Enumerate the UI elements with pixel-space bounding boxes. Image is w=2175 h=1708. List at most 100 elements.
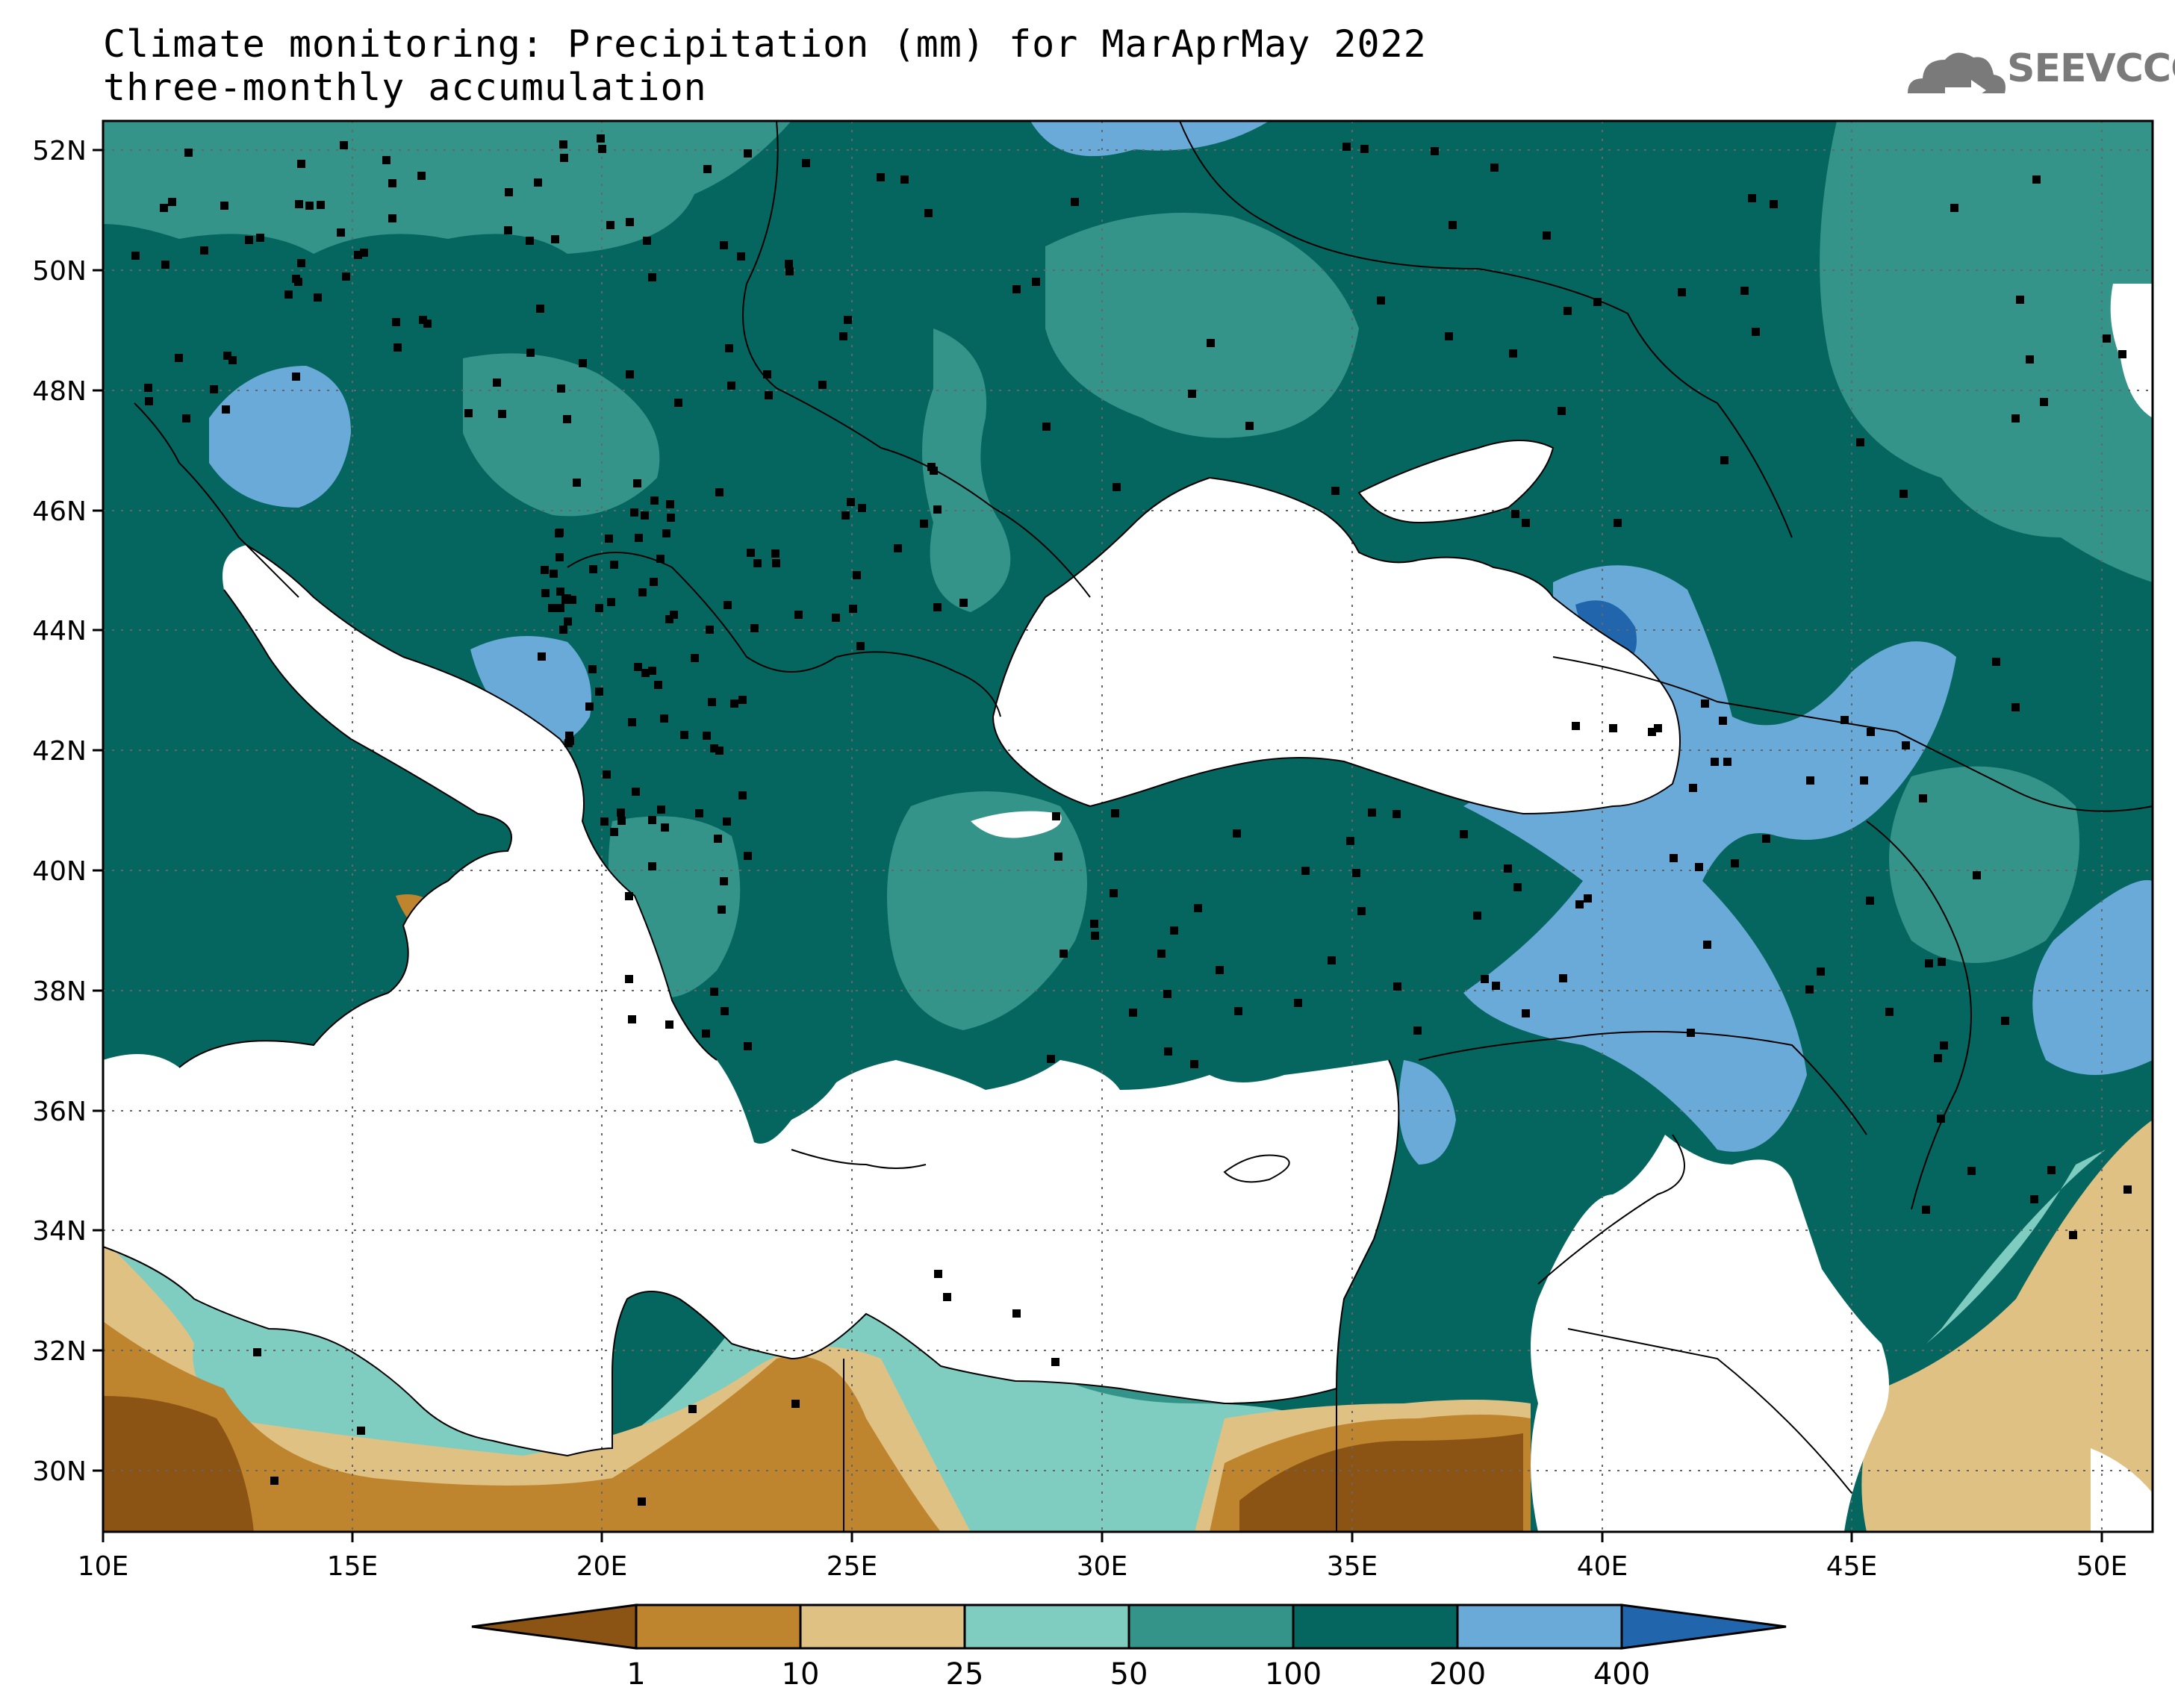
station-marker — [933, 603, 942, 611]
station-marker — [744, 1042, 752, 1050]
station-marker — [556, 604, 564, 612]
station-marker — [161, 261, 169, 269]
station-marker — [1047, 1055, 1055, 1063]
station-marker — [853, 571, 861, 579]
sea-marmara — [971, 811, 1062, 838]
lat-tick-label: 36N — [32, 1097, 87, 1127]
coastlines — [102, 440, 1681, 1457]
lon-tick-label: 30E — [1077, 1551, 1128, 1582]
station-marker — [559, 140, 567, 149]
station-marker — [564, 617, 572, 626]
station-marker — [1504, 864, 1512, 873]
station-marker — [1091, 932, 1099, 940]
station-marker — [1163, 990, 1171, 998]
station-marker — [360, 249, 368, 257]
station-marker — [160, 204, 168, 212]
station-marker — [284, 290, 293, 299]
station-marker — [670, 611, 678, 619]
station-marker — [595, 688, 603, 696]
station-marker — [661, 823, 669, 832]
station-marker — [1593, 298, 1602, 306]
station-marker — [1678, 288, 1686, 296]
field-50-100-east — [1820, 121, 2153, 582]
station-marker — [750, 624, 759, 632]
station-marker — [660, 714, 668, 723]
station-marker — [1856, 438, 1864, 446]
station-marker — [573, 479, 581, 487]
station-marker — [222, 405, 230, 414]
station-marker — [1919, 794, 1927, 802]
station-marker — [715, 747, 724, 755]
station-marker — [579, 359, 587, 367]
station-marker — [337, 228, 345, 237]
station-marker — [597, 134, 605, 143]
station-marker — [628, 718, 636, 726]
station-marker — [556, 553, 564, 561]
station-marker — [245, 236, 253, 244]
station-marker — [1060, 950, 1068, 958]
logo-text: SEEVCCC — [2007, 46, 2175, 91]
station-marker — [747, 549, 755, 557]
station-marker — [930, 467, 938, 475]
field-200-400-belarus — [1030, 121, 1269, 157]
station-marker — [1925, 959, 1933, 967]
station-marker — [1360, 145, 1369, 153]
station-marker — [763, 370, 771, 378]
station-marker — [2069, 1231, 2077, 1239]
station-marker — [388, 179, 396, 187]
station-marker — [2118, 350, 2126, 358]
station-markers — [131, 134, 2132, 1506]
station-marker — [585, 702, 594, 711]
station-marker — [588, 665, 597, 673]
station-marker — [538, 652, 546, 661]
field-50-100-north — [103, 121, 791, 254]
lat-tick-label: 38N — [32, 976, 87, 1007]
station-marker — [1762, 835, 1770, 843]
station-marker — [292, 373, 300, 381]
colorbar-swatch-1-10 — [635, 1603, 802, 1650]
station-marker — [382, 156, 390, 164]
colorbar — [471, 1603, 1787, 1650]
lat-tick-label: 40N — [32, 856, 87, 887]
station-marker — [1157, 950, 1166, 958]
station-marker — [589, 565, 597, 573]
station-marker — [1481, 975, 1489, 983]
station-marker — [1113, 483, 1121, 491]
sea-black-sea — [993, 478, 1680, 814]
field-lt1-libya — [103, 1396, 254, 1532]
station-marker — [638, 1497, 646, 1506]
field-50-100-romania — [922, 328, 1011, 612]
station-marker — [357, 1427, 365, 1435]
station-marker — [182, 414, 190, 423]
station-marker — [1111, 809, 1119, 817]
station-marker — [643, 237, 651, 245]
field-200-400-balkan — [470, 636, 591, 744]
station-marker — [1701, 699, 1709, 708]
station-marker — [648, 667, 656, 675]
station-marker — [725, 344, 733, 352]
station-marker — [703, 165, 712, 173]
station-marker — [314, 293, 322, 302]
station-marker — [656, 555, 665, 563]
colorbar-label: 10 — [782, 1657, 820, 1692]
station-marker — [657, 805, 665, 814]
station-marker — [1563, 307, 1572, 315]
colorbar-swatch-25-50 — [963, 1603, 1130, 1650]
station-marker — [1558, 407, 1566, 415]
country-borders — [134, 120, 2153, 1532]
station-marker — [632, 788, 640, 796]
station-marker — [317, 201, 325, 209]
station-marker — [724, 601, 732, 609]
station-marker — [1522, 519, 1530, 527]
lon-tick-label: 40E — [1577, 1551, 1628, 1582]
station-marker — [772, 559, 780, 567]
station-marker — [688, 1405, 697, 1413]
station-marker — [667, 514, 675, 522]
station-marker — [900, 175, 909, 184]
station-marker — [691, 654, 699, 662]
station-marker — [818, 381, 827, 389]
colorbar-label: 400 — [1593, 1657, 1650, 1692]
station-marker — [1294, 999, 1302, 1007]
station-marker — [648, 862, 656, 870]
station-marker — [305, 202, 314, 210]
